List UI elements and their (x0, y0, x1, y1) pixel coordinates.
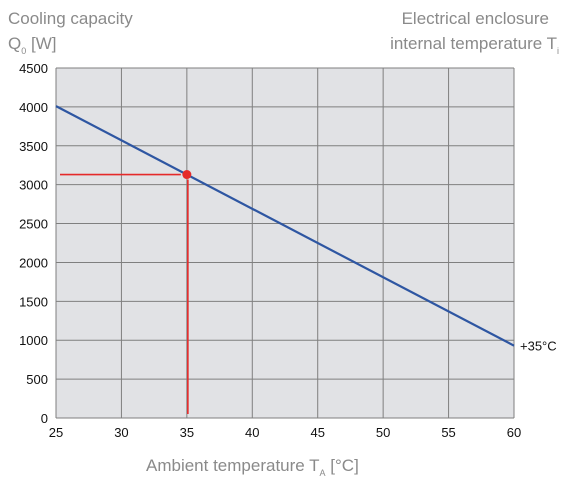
right-title-line2: internal temperature Ti (390, 33, 559, 57)
x-tick-label: 30 (114, 425, 128, 440)
y-axis-title-line1: Cooling capacity (8, 9, 133, 28)
y-tick-label: 2500 (19, 217, 48, 232)
x-tick-label: 60 (507, 425, 521, 440)
grid-lines (55, 67, 515, 419)
right-title-subscript: i (557, 46, 559, 56)
y-tick-label: 500 (26, 372, 48, 387)
y-axis-symbol: Q (8, 34, 22, 53)
y-tick-label: 4500 (19, 61, 48, 76)
x-axis-unit: [°C] (325, 456, 359, 475)
y-axis-unit: [W] (26, 34, 57, 53)
y-tick-label: 1500 (19, 294, 48, 309)
y-tick-label: 3500 (19, 139, 48, 154)
y-tick-label: 0 (41, 411, 48, 426)
x-tick-label: 55 (441, 425, 455, 440)
reading-lines (60, 173, 189, 414)
x-tick-label: 50 (376, 425, 390, 440)
series-label: +35°C (520, 339, 557, 354)
y-axis-tick-labels: 0 500 1000 1500 2000 2500 3000 3500 4000 4500 (19, 61, 48, 426)
x-tick-label: 45 (310, 425, 324, 440)
y-tick-label: 1000 (19, 333, 48, 348)
x-tick-label: 40 (245, 425, 259, 440)
x-tick-label: 35 (180, 425, 194, 440)
right-title-text: internal temperature T (390, 34, 557, 53)
reading-point (182, 170, 192, 180)
y-tick-label: 2000 (19, 255, 48, 270)
x-axis-title-subscript: A (319, 468, 326, 478)
y-tick-label: 4000 (19, 100, 48, 115)
x-axis-title: Ambient temperature TA [°C] (146, 455, 359, 479)
plot-area (56, 68, 514, 418)
x-axis-title-text: Ambient temperature T (146, 456, 320, 475)
x-axis-tick-labels: 25 30 35 40 45 50 55 60 (49, 425, 521, 440)
y-tick-label: 3000 (19, 178, 48, 193)
series-line (55, 105, 515, 347)
y-axis-symbol-subscript: 0 (21, 46, 27, 56)
x-tick-label: 25 (49, 425, 63, 440)
series-group: +35°C (55, 105, 557, 354)
right-title-line1: Electrical enclosure (401, 9, 549, 28)
y-axis-title-line2: Q0 [W] (8, 33, 56, 57)
